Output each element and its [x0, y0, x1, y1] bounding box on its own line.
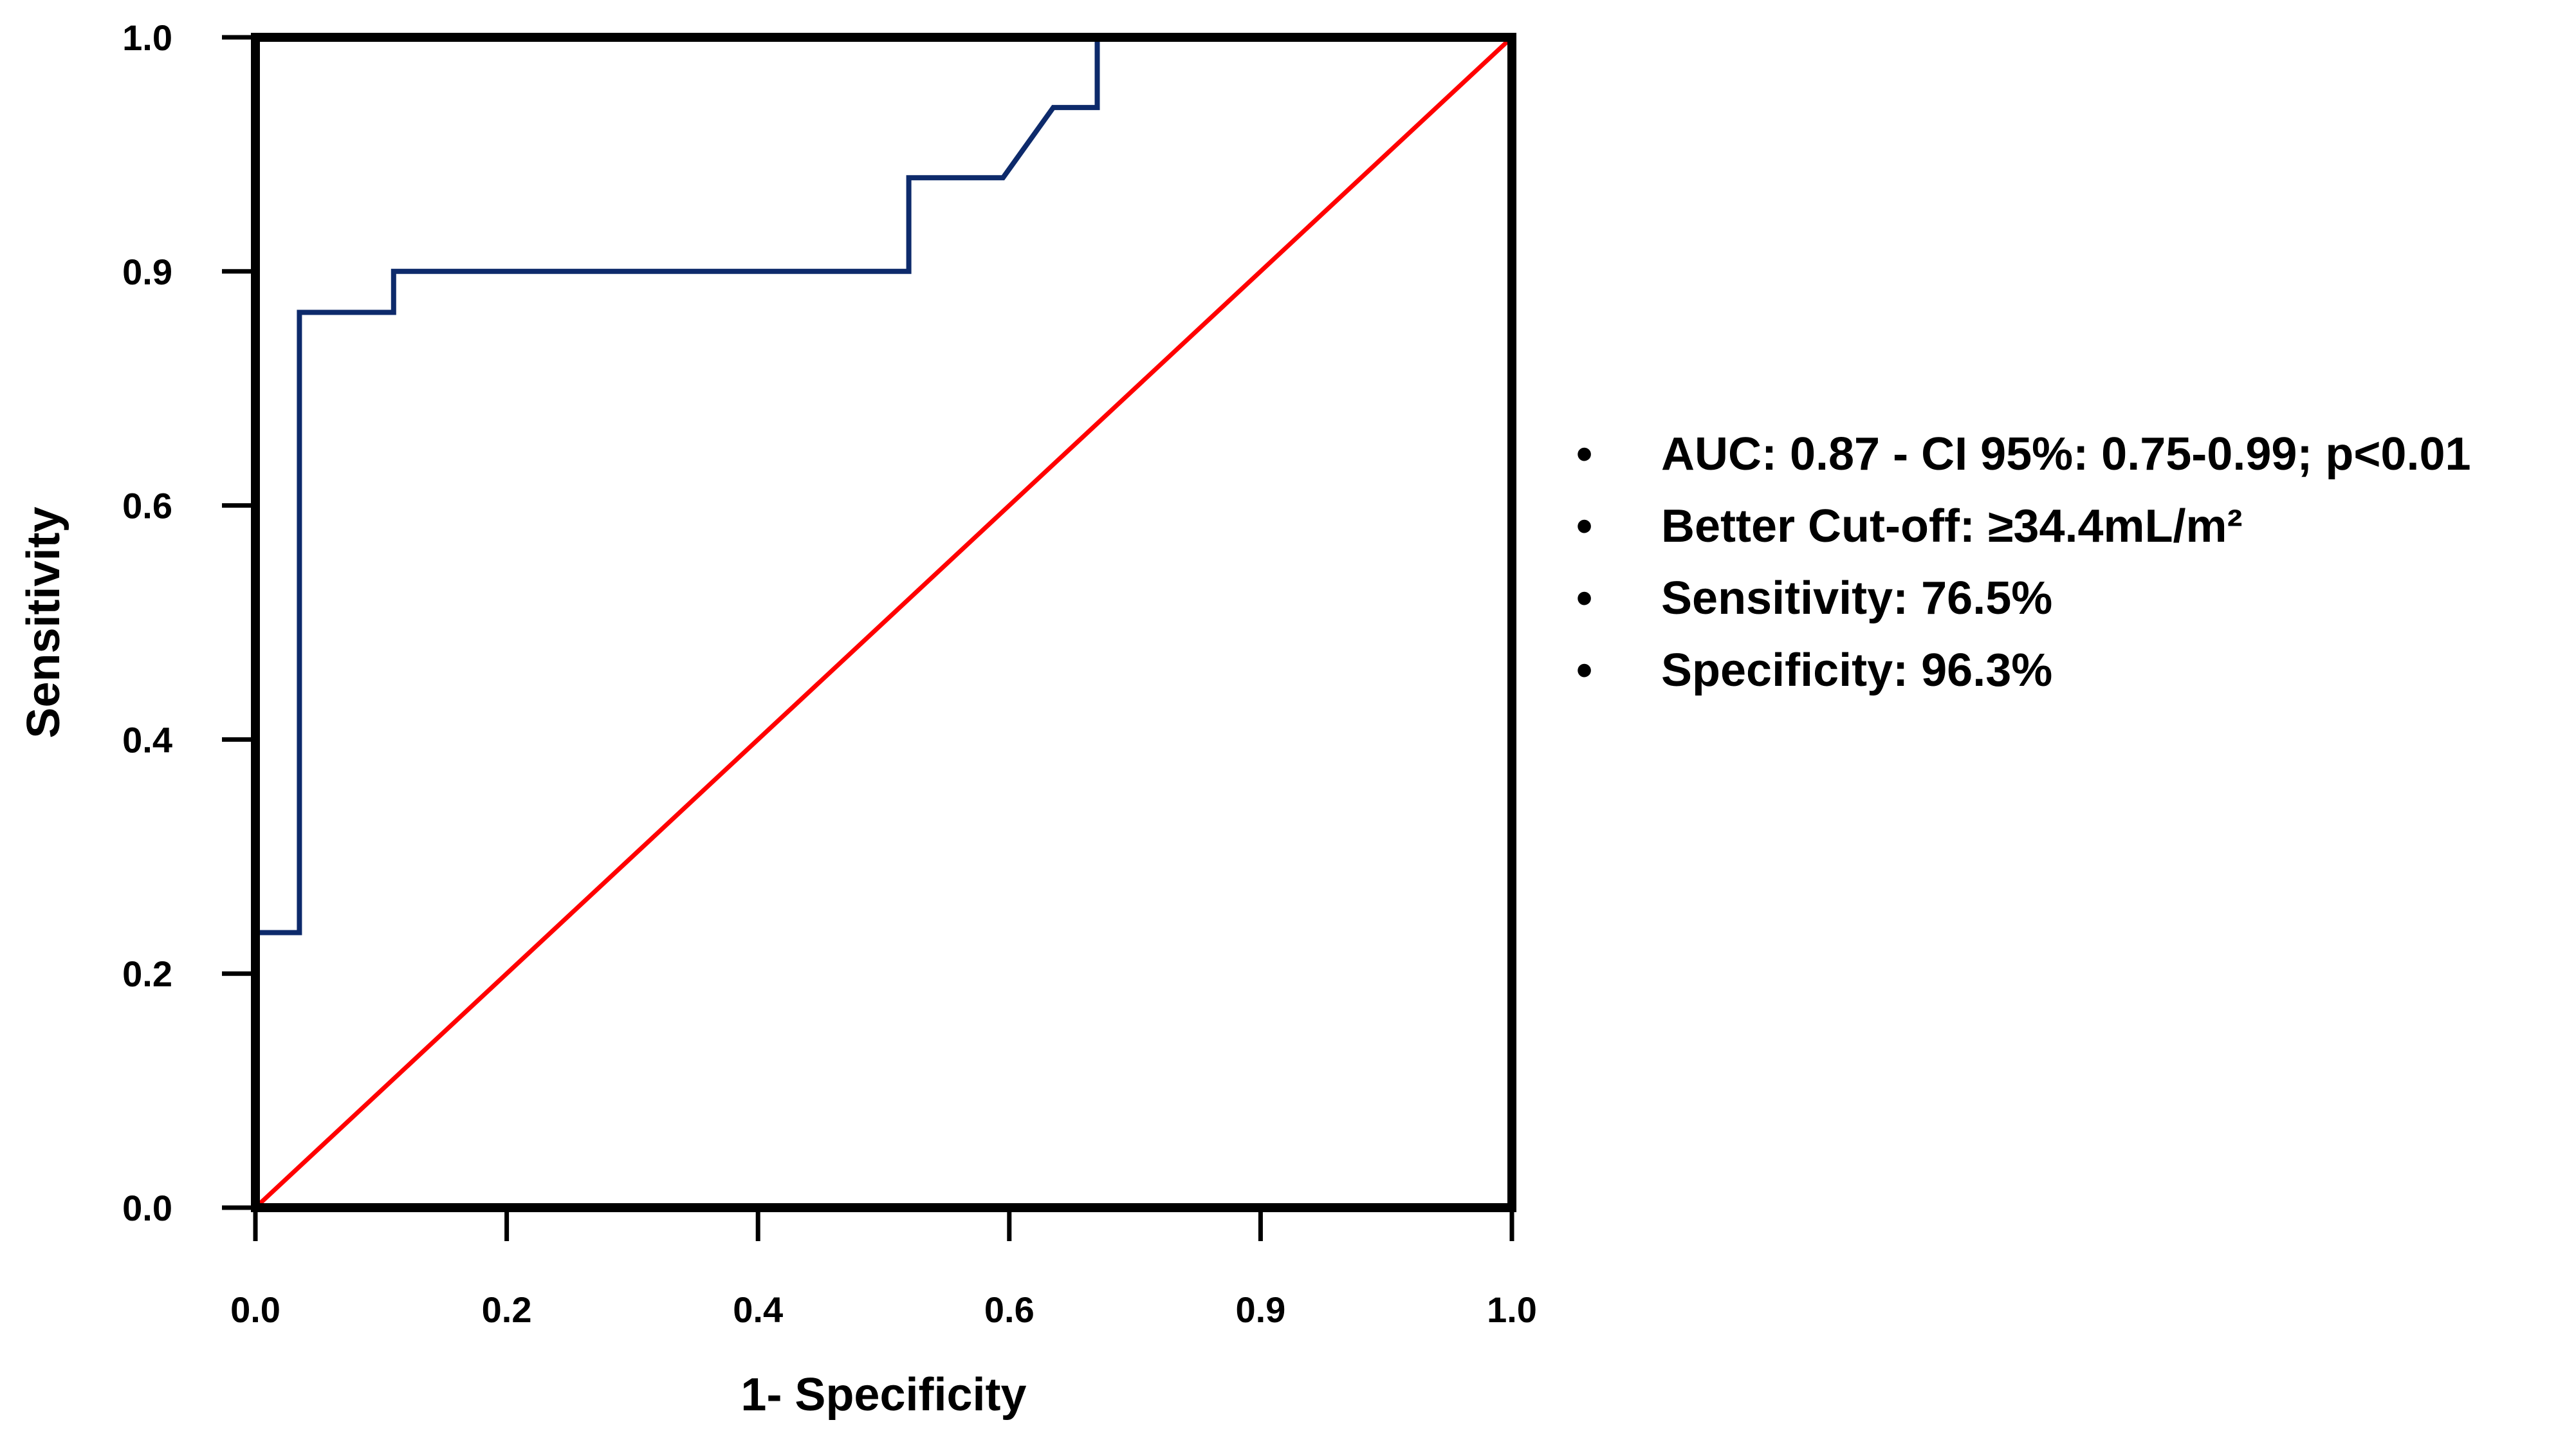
y-tick-label: 0.9 [122, 252, 172, 292]
bullet-icon: • [1576, 573, 1593, 624]
y-tick-label: 0.4 [122, 719, 172, 760]
x-tick-label: 0.6 [984, 1289, 1035, 1330]
reference-line-layer [253, 35, 1514, 1210]
x-tick-label: 0.2 [482, 1289, 532, 1330]
x-axis-ticks: 0.0 0.2 0.4 0.6 0.9 1.0 [230, 1208, 1537, 1330]
stat-sensitivity: • Sensitivity: 76.5% [1576, 562, 2471, 634]
y-tick-label: 0.2 [122, 954, 172, 994]
stat-specificity-text: Specificity: 96.3% [1661, 645, 2053, 696]
x-tick-label: 0.9 [1235, 1289, 1285, 1330]
stat-auc-text: AUC: 0.87 - CI 95%: 0.75-0.99; p<0.01 [1661, 429, 2471, 480]
y-axis-title: Sensitivity [18, 506, 69, 738]
stats-list: • AUC: 0.87 - CI 95%: 0.75-0.99; p<0.01 … [1576, 418, 2471, 706]
stat-cutoff: • Better Cut-off: ≥34.4mL/m² [1576, 490, 2471, 562]
plot-frame [251, 33, 1516, 1212]
x-tick-label: 1.0 [1487, 1289, 1537, 1330]
x-axis-title: 1- Specificity [741, 1369, 1026, 1421]
stat-sensitivity-text: Sensitivity: 76.5% [1661, 573, 2053, 624]
y-tick-label: 1.0 [122, 17, 172, 58]
x-tick-label: 0.0 [230, 1289, 281, 1330]
stat-auc: • AUC: 0.87 - CI 95%: 0.75-0.99; p<0.01 [1576, 418, 2471, 490]
stat-cutoff-text: Better Cut-off: ≥34.4mL/m² [1661, 501, 2243, 552]
bullet-icon: • [1576, 429, 1593, 480]
stat-specificity: • Specificity: 96.3% [1576, 634, 2471, 706]
y-tick-label: 0.0 [122, 1188, 172, 1228]
roc-curve-layer [253, 35, 1512, 1208]
reference-diagonal-line [253, 35, 1514, 1210]
bullet-icon: • [1576, 645, 1593, 696]
bullet-icon: • [1576, 501, 1593, 552]
roc-curve-line [253, 35, 1512, 1208]
y-axis-ticks: 0.0 0.2 0.4 0.6 0.9 1.0 [122, 17, 255, 1228]
y-tick-label: 0.6 [122, 486, 172, 526]
x-tick-label: 0.4 [733, 1289, 783, 1330]
